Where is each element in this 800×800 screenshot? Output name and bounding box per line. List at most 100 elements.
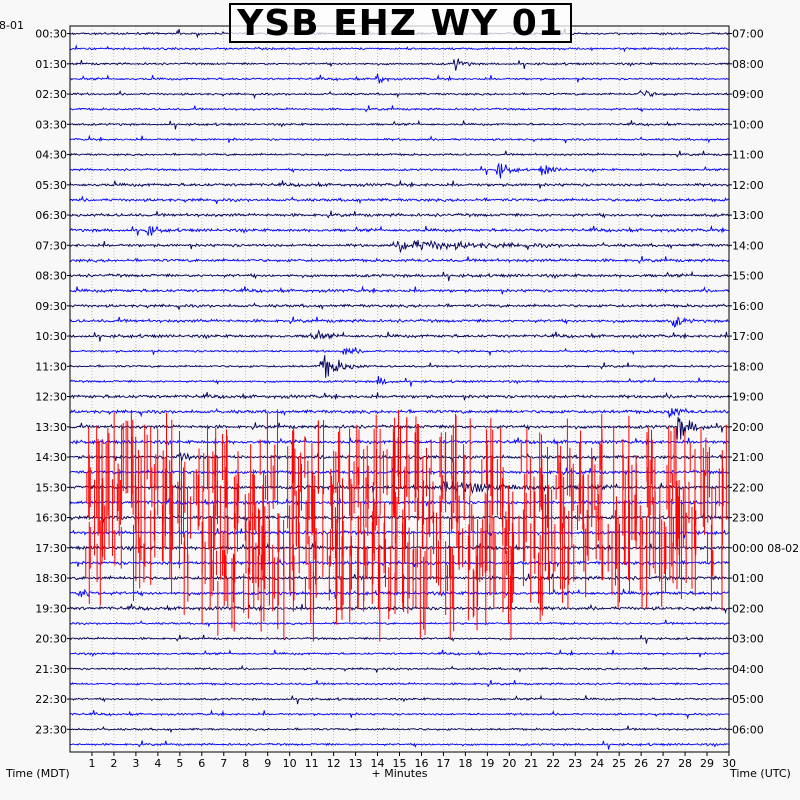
x-tick-label: 21: [524, 757, 538, 770]
trace-line: [69, 134, 730, 144]
tick-layer: [67, 33, 732, 756]
x-tick-label: 24: [590, 757, 604, 770]
trace-line: [69, 467, 730, 476]
trace-line: [69, 105, 730, 113]
left-time-label: 13:30: [35, 421, 67, 434]
right-time-label: 06:00: [732, 723, 764, 736]
left-time-label: 14:30: [35, 451, 67, 464]
left-time-label: 12:30: [35, 391, 67, 404]
left-time-label: 11:30: [35, 360, 67, 373]
trace-line: [69, 664, 730, 673]
left-time-label: 20:30: [35, 633, 67, 646]
trace-line: [69, 634, 730, 644]
x-tick-label: 3: [132, 757, 139, 770]
x-tick-label: 14: [371, 757, 385, 770]
trace-line: [69, 648, 730, 658]
right-time-label: 19:00: [732, 391, 764, 404]
left-time-label: 21:30: [35, 663, 67, 676]
x-tick-label: 7: [220, 757, 227, 770]
left-time-label: 17:30: [35, 542, 67, 555]
x-tick-label: 4: [154, 757, 161, 770]
x-tick-label: 12: [327, 757, 341, 770]
x-tick-label: 17: [436, 757, 450, 770]
right-time-label: 12:00: [732, 179, 764, 192]
x-tick-label: 13: [349, 757, 363, 770]
left-time-label: 07:30: [35, 239, 67, 252]
right-time-label: 08:00: [732, 58, 764, 71]
trace-line: [70, 347, 729, 357]
right-time-label: 10:00: [732, 118, 764, 131]
right-time-label: 18:00: [732, 360, 764, 373]
trace-line: [69, 619, 730, 628]
trace-line: [69, 89, 730, 100]
trace-line: [69, 44, 730, 53]
trace-line: [69, 239, 730, 254]
x-tick-label: 26: [634, 757, 648, 770]
right-time-label: 01:00: [732, 572, 764, 585]
trace-line: [69, 195, 730, 205]
right-time-label: 04:00: [732, 663, 764, 676]
right-time-label: 00:00 08-02: [732, 542, 799, 555]
left-time-label: 06:30: [35, 209, 67, 222]
right-time-label: 23:00: [732, 512, 764, 525]
left-time-label: 16:30: [35, 512, 67, 525]
x-tick-label: 9: [264, 757, 271, 770]
trace-line: [69, 256, 730, 264]
trace-line: [69, 513, 730, 524]
trace-line: [69, 302, 730, 311]
trace-line: [69, 119, 730, 130]
right-time-label: 02:00: [732, 602, 764, 615]
trace-line: [69, 740, 730, 750]
trace-line: [69, 58, 730, 71]
trace-line: [69, 270, 730, 282]
left-time-label: 04:30: [35, 149, 67, 162]
x-tick-label: 8: [242, 757, 249, 770]
x-tick-label: 6: [198, 757, 205, 770]
right-time-label: 14:00: [732, 239, 764, 252]
right-time-label: 17:00: [732, 330, 764, 343]
x-tick-label: 28: [678, 757, 692, 770]
left-time-label: 00:30: [35, 28, 67, 41]
left-time-label: 23:30: [35, 723, 67, 736]
trace-line: [69, 725, 730, 734]
x-tick-label: 25: [612, 757, 626, 770]
trace-line: [69, 451, 730, 463]
trace-line: [69, 150, 730, 158]
trace-line: [69, 391, 730, 401]
trace-line: [69, 355, 730, 378]
trace-line: [69, 285, 730, 295]
x-tick-label: 29: [700, 757, 714, 770]
right-time-label: 16:00: [732, 300, 764, 313]
trace-line: [69, 179, 730, 189]
right-time-label: 05:00: [732, 693, 764, 706]
left-time-label: 08:30: [35, 270, 67, 283]
x-tick-label: 27: [656, 757, 670, 770]
left-time-label: 01:30: [35, 58, 67, 71]
right-time-label: 07:00: [732, 28, 764, 41]
trace-line: [69, 210, 730, 219]
right-time-label: 03:00: [732, 633, 764, 646]
left-time-label: 22:30: [35, 693, 67, 706]
right-time-label: 13:00: [732, 209, 764, 222]
right-time-label: 20:00: [732, 421, 764, 434]
left-time-label: 05:30: [35, 179, 67, 192]
left-time-label: 18:30: [35, 572, 67, 585]
left-time-label: 03:30: [35, 118, 67, 131]
right-time-label: 09:00: [732, 88, 764, 101]
left-time-label: 10:30: [35, 330, 67, 343]
trace-line: [69, 376, 730, 387]
x-tick-label: 23: [568, 757, 582, 770]
grid-layer: [70, 26, 729, 752]
x-tick-label: 5: [176, 757, 183, 770]
x-tick-label: 22: [546, 757, 560, 770]
x-tick-label: 1: [88, 757, 95, 770]
x-tick-label: 19: [480, 757, 494, 770]
x-tick-label: 2: [110, 757, 117, 770]
right-time-label: 22:00: [732, 481, 764, 494]
left-time-label: 02:30: [35, 88, 67, 101]
x-tick-label: 11: [305, 757, 319, 770]
trace-line: [69, 709, 730, 720]
left-time-label: 15:30: [35, 481, 67, 494]
